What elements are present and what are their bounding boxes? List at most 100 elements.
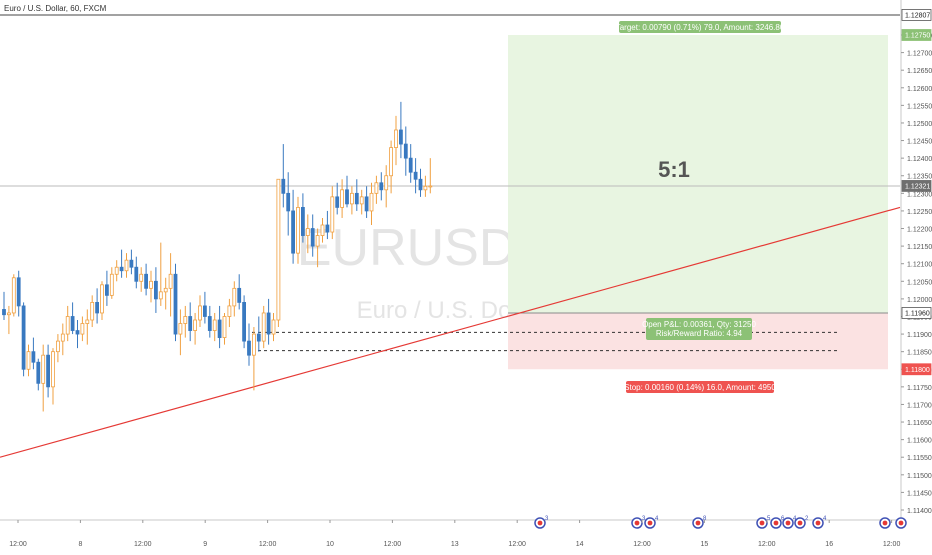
trendline-layer[interactable] — [0, 206, 901, 458]
event-flag-dot — [695, 520, 701, 526]
risk-reward-label: Risk/Reward Ratio: 4.94 — [656, 329, 743, 338]
candle — [183, 305, 188, 338]
candle-body — [276, 178, 281, 321]
price-badge: 1.11800 — [901, 363, 932, 376]
candle-body — [7, 312, 11, 316]
candle-body — [345, 189, 349, 205]
candle — [413, 158, 418, 194]
candle-body — [300, 207, 305, 236]
candle-body — [369, 192, 374, 212]
price-badge-label: 1.12750 — [905, 33, 930, 40]
time-axis[interactable]: 12:00 8 12:00 9 12:00 10 12:00 13 12:00 14 12:00 15… — [9, 520, 900, 548]
candle — [90, 295, 95, 328]
candle — [403, 126, 408, 176]
candle-body — [251, 333, 256, 356]
candle — [2, 291, 6, 320]
candle-body — [65, 316, 70, 335]
candle — [134, 256, 139, 289]
candle-body — [75, 330, 80, 335]
price-tick-label: 1.11850 — [907, 350, 932, 357]
candle-body — [178, 323, 183, 335]
chart-title: Euro / U.S. Dollar, 60, FXCM — [4, 4, 107, 13]
price-tick-label: 1.11550 — [907, 455, 932, 462]
candle-body — [281, 178, 286, 194]
candle — [364, 186, 369, 218]
candle-body — [144, 273, 149, 289]
candle-body — [207, 316, 212, 331]
candle — [31, 337, 36, 370]
target-label: Target: 0.00790 (0.71%) 79.0, Amount: 32… — [616, 23, 785, 32]
candle-body — [305, 228, 310, 236]
candle — [374, 175, 379, 204]
target-zone[interactable] — [508, 35, 888, 313]
event-flag-dot — [537, 520, 543, 526]
event-flag-icon[interactable]: 6 — [770, 516, 785, 529]
candle-body — [2, 309, 6, 316]
candle — [100, 281, 104, 320]
candle — [149, 270, 153, 303]
price-badge-label: 1.11800 — [905, 367, 930, 374]
candle — [276, 178, 281, 328]
stop-label: Stop: 0.00160 (0.14%) 16.0, Amount: 4950 — [624, 383, 776, 392]
candle — [114, 260, 119, 282]
event-flag-icon[interactable] — [895, 517, 907, 529]
event-flag-dot — [797, 520, 803, 526]
ratio-label: 5:1 — [658, 157, 690, 182]
candle-body — [237, 287, 242, 303]
candle-body — [193, 319, 198, 331]
candle — [198, 295, 202, 328]
candle-body — [60, 333, 65, 342]
candle-body — [315, 235, 320, 247]
event-flag-icon[interactable]: 5 — [756, 516, 771, 529]
price-badge: 1.12321 — [901, 180, 932, 192]
event-count-label: 6 — [781, 516, 785, 522]
candle-body — [242, 302, 247, 342]
candle-body — [90, 302, 95, 321]
candle-body — [398, 129, 403, 145]
candle — [408, 144, 413, 183]
price-badge: 1.11960 — [901, 307, 932, 319]
event-flag-icon[interactable] — [879, 517, 891, 529]
price-axis[interactable]: 1.12750 1.12700 1.12650 1.12600 1.12550 1.125… — [901, 33, 932, 515]
event-flag-icon[interactable]: 4 — [812, 516, 827, 529]
event-count-label: 8 — [703, 516, 707, 522]
candle-body — [364, 196, 369, 212]
price-badge-bg — [901, 29, 932, 41]
trendline[interactable] — [0, 206, 901, 458]
price-tick-label: 1.12600 — [907, 86, 932, 93]
candle-body — [168, 273, 173, 289]
time-tick-label: 15 — [701, 541, 709, 548]
candle-body — [394, 129, 398, 148]
candle-body — [217, 319, 222, 338]
candle — [242, 295, 247, 349]
price-badge-label: 1.12321 — [905, 183, 930, 190]
candle-body — [11, 277, 16, 314]
open-pnl-label: Open P&L: 0.00361, Qty: 31250 — [642, 320, 756, 329]
candle — [291, 189, 296, 264]
event-flag-icon[interactable]: 2 — [794, 516, 809, 529]
candle-body — [428, 185, 433, 188]
candle — [398, 101, 403, 159]
price-tick-label: 1.11750 — [907, 385, 932, 392]
candle — [139, 267, 144, 292]
event-flag-icon[interactable]: 4 — [644, 516, 659, 529]
candle-body — [359, 196, 364, 205]
time-tick-label: 12:00 — [508, 541, 526, 548]
candle-body — [114, 266, 119, 275]
candle — [330, 186, 335, 240]
candle — [56, 334, 60, 363]
price-badge: 1.12807 — [901, 9, 932, 21]
candle-body — [202, 305, 207, 317]
time-tick-label: 13 — [451, 541, 459, 548]
event-flag-icon[interactable]: 8 — [692, 516, 707, 529]
price-badge: 1.12750 — [901, 29, 932, 41]
event-flag-icon[interactable]: 4 — [782, 516, 797, 529]
candle-body — [163, 287, 168, 293]
time-tick-label: 12:00 — [9, 541, 27, 548]
candle — [26, 344, 31, 377]
candle-body — [56, 340, 60, 353]
event-flag-icon[interactable]: 3 — [534, 516, 549, 529]
price-badge-bg — [901, 307, 932, 319]
target-tooltip: Target: 0.00790 (0.71%) 79.0, Amount: 32… — [616, 21, 785, 33]
